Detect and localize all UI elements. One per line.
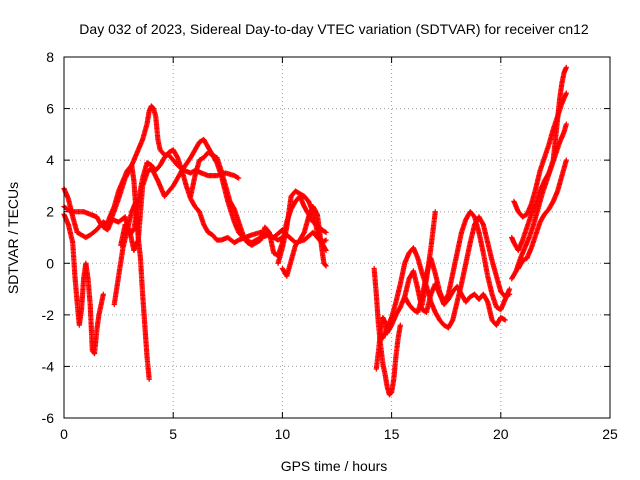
data-point bbox=[236, 175, 242, 181]
y-tick-label: -4 bbox=[42, 358, 55, 374]
y-tick-label: -6 bbox=[42, 410, 55, 426]
chart-title: Day 032 of 2023, Sidereal Day-to-day VTE… bbox=[79, 21, 589, 37]
data-point bbox=[501, 316, 507, 322]
data-points bbox=[61, 64, 569, 398]
data-point bbox=[133, 198, 139, 204]
x-tick-label: 5 bbox=[169, 426, 177, 442]
y-tick-label: -2 bbox=[42, 307, 55, 323]
y-axis-label: SDTVAR / TECUs bbox=[5, 182, 21, 294]
data-point bbox=[314, 210, 320, 216]
data-point bbox=[231, 205, 237, 211]
x-axis-label: GPS time / hours bbox=[281, 458, 388, 474]
data-point bbox=[397, 322, 403, 328]
x-tick-label: 15 bbox=[384, 426, 400, 442]
data-point bbox=[301, 230, 307, 237]
x-tick-label: 10 bbox=[275, 426, 291, 442]
x-tick-label: 25 bbox=[602, 426, 618, 442]
data-point bbox=[235, 174, 241, 181]
data-point bbox=[146, 376, 152, 382]
data-point bbox=[502, 317, 508, 323]
y-tick-label: 0 bbox=[46, 255, 54, 271]
y-tick-label: 2 bbox=[46, 204, 54, 220]
data-point bbox=[323, 237, 329, 243]
data-point bbox=[322, 229, 328, 235]
x-tick-label: 20 bbox=[493, 426, 509, 442]
x-tick-label: 0 bbox=[60, 426, 68, 442]
data-point bbox=[174, 153, 180, 160]
data-point bbox=[323, 229, 329, 235]
data-point bbox=[484, 298, 490, 304]
data-point bbox=[323, 263, 329, 269]
data-point bbox=[66, 208, 73, 214]
y-tick-label: 4 bbox=[46, 152, 54, 168]
data-point bbox=[322, 262, 328, 268]
data-point bbox=[445, 292, 451, 298]
data-point bbox=[449, 318, 455, 324]
y-tick-label: 6 bbox=[46, 101, 54, 117]
grid-lines bbox=[64, 57, 610, 418]
y-tick-label: 8 bbox=[46, 49, 54, 65]
data-point bbox=[100, 291, 106, 297]
data-point bbox=[480, 220, 486, 227]
